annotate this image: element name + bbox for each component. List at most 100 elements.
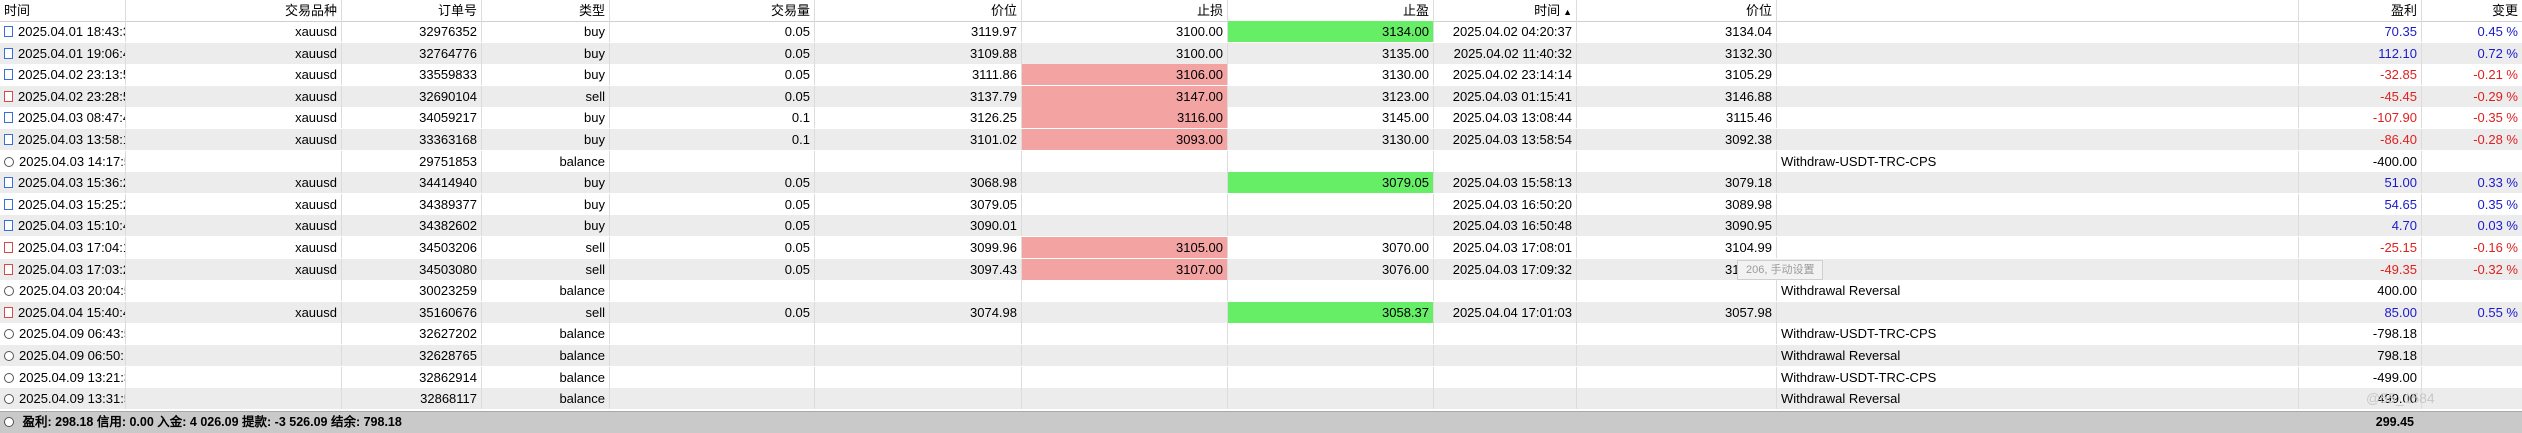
table-row[interactable]: 2025.04.03 08:47:44 xauusd 34059217 buy 0.1 3…: [0, 107, 2522, 129]
cell-order: 32976352: [342, 21, 482, 42]
balance-deal-icon: [4, 286, 14, 297]
cell-price: 3090.01: [815, 215, 1022, 237]
cell-volume: [610, 366, 815, 388]
cell-comment: [1777, 85, 2299, 107]
table-row[interactable]: 2025.04.09 06:43:53 32627202 balance Withdr…: [0, 323, 2522, 345]
cell-profit: 112.10: [2299, 42, 2422, 64]
cell-tp: [1228, 366, 1434, 388]
col-header-symbol[interactable]: 交易品种: [126, 0, 342, 21]
cell-time: 2025.04.03 20:04:52: [0, 280, 126, 302]
cell-volume: 0.05: [610, 42, 815, 64]
col-header-sl[interactable]: 止损: [1022, 0, 1228, 21]
cell-text: 3106.00: [1176, 67, 1223, 83]
cell-text: 4.70: [2391, 218, 2417, 234]
buy-deal-icon: [4, 177, 13, 189]
cell-text: 3130.00: [1382, 67, 1429, 83]
col-header-order[interactable]: 订单号: [342, 0, 482, 21]
table-row[interactable]: 2025.04.03 17:04:13 xauusd 34503206 sell 0.0…: [0, 237, 2522, 258]
cell-text: 2025.04.09 06:43:53: [19, 326, 125, 342]
cell-text: 33559833: [419, 67, 477, 83]
cell-type: sell: [482, 85, 610, 107]
col-header-time[interactable]: 时间: [0, 0, 126, 21]
cell-close-time: 2025.04.03 01:15:41: [1434, 85, 1577, 107]
sell-deal-icon: [4, 90, 13, 102]
table-row[interactable]: 2025.04.03 20:04:52 30023259 balance Withdr…: [0, 280, 2522, 302]
table-row[interactable]: 2025.04.02 23:13:57 xauusd 33559833 buy 0.05…: [0, 64, 2522, 86]
table-row[interactable]: 2025.04.03 15:10:46 xauusd 34382602 buy 0.05…: [0, 215, 2522, 237]
cell-order: 32868117: [342, 388, 482, 410]
table-row[interactable]: 2025.04.01 19:06:41 xauusd 32764776 buy 0.05…: [0, 42, 2522, 64]
table-row[interactable]: 2025.04.09 13:31:54 32868117 balance Withdr…: [0, 388, 2522, 410]
cell-order: 34389377: [342, 193, 482, 215]
table-row[interactable]: 2025.04.02 23:28:55 xauusd 32690104 sell 0.0…: [0, 85, 2522, 107]
cell-order: 34503080: [342, 258, 482, 280]
cell-text: buy: [584, 218, 605, 234]
cell-text: 2025.04.09 06:50:15: [19, 348, 125, 363]
cell-text: 32628765: [419, 348, 477, 363]
cell-text: -49.35: [2380, 261, 2417, 277]
cell-volume: 0.05: [610, 172, 815, 194]
table-row[interactable]: 2025.04.03 14:17:53 29751853 balance Withdr…: [0, 150, 2522, 172]
cell-profit: -499.00: [2299, 366, 2422, 388]
cell-text: 0.05: [784, 24, 810, 39]
col-header-tp[interactable]: 止盈: [1228, 0, 1434, 21]
cell-text: -25.15: [2380, 240, 2417, 255]
cell-text: 3074.98: [970, 304, 1017, 320]
cell-close-price: 3134.04: [1577, 21, 1777, 42]
cell-time: 2025.04.03 15:10:46: [0, 215, 126, 237]
table-row[interactable]: 2025.04.03 13:58:18 xauusd 33363168 buy 0.1 3…: [0, 129, 2522, 150]
cell-text: -45.45: [2380, 88, 2417, 104]
col-header-comment[interactable]: [1777, 0, 2299, 21]
cell-profit: -86.40: [2299, 129, 2422, 150]
cell-type: sell: [482, 301, 610, 323]
cell-sl: [1022, 215, 1228, 237]
col-header-close-time-label: 时间: [1534, 3, 1561, 18]
cell-text: 34503080: [419, 261, 477, 277]
col-header-change[interactable]: 变更: [2491, 3, 2518, 18]
cell-text: 0.05: [784, 67, 810, 83]
table-row[interactable]: 2025.04.09 13:21:31 32862914 balance Withdr…: [0, 366, 2522, 388]
cell-time: 2025.04.03 13:58:18: [0, 129, 126, 150]
cell-profit: -798.18: [2299, 323, 2422, 345]
cell-type: buy: [482, 107, 610, 129]
cell-text: 0.05: [784, 88, 810, 104]
cell-text: 3135.00: [1382, 45, 1429, 61]
table-row[interactable]: 2025.04.03 15:25:24 xauusd 34389377 buy 0.05…: [0, 193, 2522, 215]
cell-text: 3105.29: [1725, 67, 1772, 83]
cell-time: 2025.04.03 08:47:44: [0, 107, 126, 129]
cell-text: 2025.04.04 17:01:03: [1452, 304, 1572, 320]
col-header-volume[interactable]: 交易量: [610, 0, 815, 21]
cell-volume: [610, 323, 815, 345]
cell-time: 2025.04.09 13:21:31: [0, 366, 126, 388]
cell-text: 2025.04.03 15:25:24: [18, 196, 126, 212]
cell-text: buy: [584, 24, 605, 39]
cell-text: 2025.04.02 23:13:57: [18, 67, 126, 83]
cell-sl: 3100.00: [1022, 21, 1228, 42]
cell-text: sell: [585, 88, 605, 104]
col-header-price[interactable]: 价位: [815, 0, 1022, 21]
cell-sl: [1022, 172, 1228, 194]
cell-text: xauusd: [295, 24, 337, 39]
cell-time: 2025.04.03 14:17:53: [0, 150, 126, 172]
table-row[interactable]: 2025.04.03 15:36:28 xauusd 34414940 buy 0.05…: [0, 172, 2522, 194]
cell-change: -0.28 %: [2422, 129, 2522, 150]
col-header-profit[interactable]: 盈利: [2299, 0, 2422, 21]
cell-order: 33363168: [342, 129, 482, 150]
table-row[interactable]: 2025.04.01 18:43:37 xauusd 32976352 buy 0.05…: [0, 21, 2522, 42]
summary-text: 盈利: 298.18 信用: 0.00 入金: 4 026.09 提款: -3 …: [22, 415, 402, 429]
col-header-close-time[interactable]: 时间 ▲: [1434, 0, 1577, 21]
cell-text: 33363168: [419, 132, 477, 147]
col-header-type[interactable]: 类型: [482, 0, 610, 21]
cell-text: 2025.04.03 16:50:20: [1452, 196, 1572, 212]
table-row[interactable]: 2025.04.03 17:03:28 xauusd 34503080 sell 0.0…: [0, 258, 2522, 280]
cell-tp: 3123.00: [1228, 85, 1434, 107]
cell-close-time: [1434, 345, 1577, 366]
table-row[interactable]: 2025.04.09 06:50:15 32628765 balance Withdr…: [0, 345, 2522, 366]
cell-text: 112.10: [2378, 45, 2417, 61]
table-row[interactable]: 2025.04.04 15:40:47 xauusd 35160676 sell 0.0…: [0, 301, 2522, 323]
cell-text: xauusd: [295, 132, 337, 147]
cell-symbol: [126, 345, 342, 366]
cell-type: buy: [482, 21, 610, 42]
sort-ascending-icon: ▲: [1563, 7, 1572, 17]
col-header-close-price[interactable]: 价位: [1577, 0, 1777, 21]
